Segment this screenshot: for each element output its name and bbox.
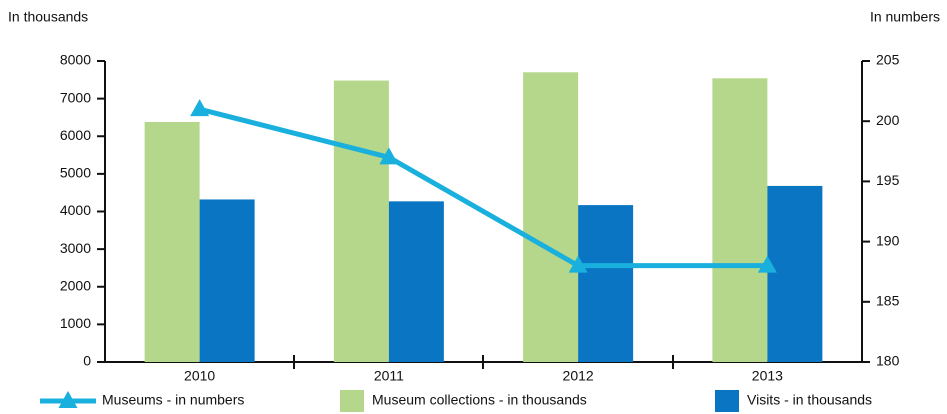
legend-label: Museums - in numbers [102,392,244,408]
legend-swatch [340,390,364,412]
y-axis-label: In thousands [8,9,88,25]
bar [388,201,444,362]
x-tick-label: 2010 [184,368,215,384]
y-tick-label: 4000 [60,202,91,218]
x-tick-label: 2012 [563,368,594,384]
y2-tick-label: 205 [876,52,900,68]
line-marker [190,99,210,117]
line [199,106,768,269]
y2-tick-label: 185 [876,293,900,309]
y2-tick-label: 195 [876,172,900,188]
y-tick-label: 0 [83,353,91,369]
bar [144,121,200,362]
line-marker [568,255,588,273]
y-tick-label: 8000 [60,52,91,68]
y2-tick-label: 180 [876,353,900,369]
y-tick-label: 5000 [60,165,91,181]
y2-tick-label: 190 [876,232,900,248]
y2-tick-label: 200 [876,112,900,128]
legend-label: Visits - in thousands [747,392,872,408]
legend-label: Museum collections - in thousands [372,392,587,408]
bar [199,199,255,362]
y-tick-label: 3000 [60,240,91,256]
bar [767,185,823,362]
bar [578,205,634,362]
y-tick-label: 1000 [60,315,91,331]
y2-axis-label: In numbers [870,9,940,25]
y-tick-label: 6000 [60,127,91,143]
bar [523,72,579,362]
x-tick-label: 2011 [374,368,404,384]
x-tick-label: 2013 [752,368,783,384]
line-marker [379,147,399,165]
bar [333,80,389,362]
y-tick-label: 2000 [60,277,91,293]
line-marker [757,255,777,273]
x-ticks [293,355,674,369]
bar [712,78,768,363]
y-tick-label: 7000 [60,89,91,105]
legend-swatch [58,391,78,408]
legend-swatch [715,390,739,412]
